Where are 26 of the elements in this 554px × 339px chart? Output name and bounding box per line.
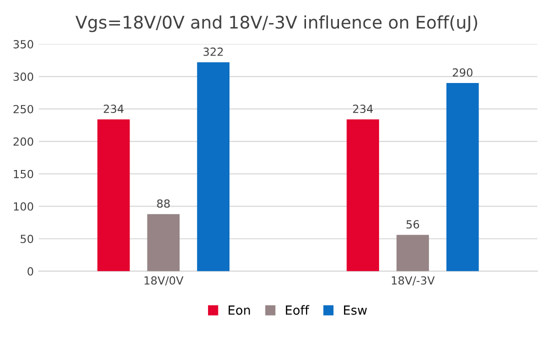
bar	[346, 119, 380, 272]
y-tick-label: 300	[14, 72, 34, 81]
y-tick-label: 200	[14, 137, 34, 146]
x-tick-label: 18V/0V	[144, 276, 184, 286]
data-label: 290	[452, 68, 472, 77]
data-label: 234	[353, 104, 373, 114]
bar	[396, 234, 429, 272]
bar	[97, 119, 130, 272]
bar	[147, 214, 180, 272]
chart-title: Vgs=18V/0V and 18V/-3V influence on Eoff(uJ)	[76, 15, 478, 32]
y-tick-label: 100	[14, 202, 34, 211]
y-tick-label: 0	[28, 267, 34, 276]
y-tick-label: 350	[14, 40, 34, 48]
x-tick-label: 18V/-3V	[392, 276, 435, 286]
data-label: 322	[204, 48, 223, 56]
data-label: 88	[157, 199, 170, 208]
legend-label: Esw	[344, 306, 367, 315]
legend-label: Eoff	[286, 305, 310, 315]
legend-label: Eon	[228, 306, 250, 315]
y-tick-label: 250	[14, 104, 34, 114]
y-tick-label: 150	[14, 170, 34, 178]
data-label: 56	[406, 220, 420, 229]
data-label: 234	[104, 104, 124, 114]
bar	[197, 62, 230, 272]
bar	[446, 83, 479, 272]
y-tick-label: 50	[20, 234, 34, 244]
